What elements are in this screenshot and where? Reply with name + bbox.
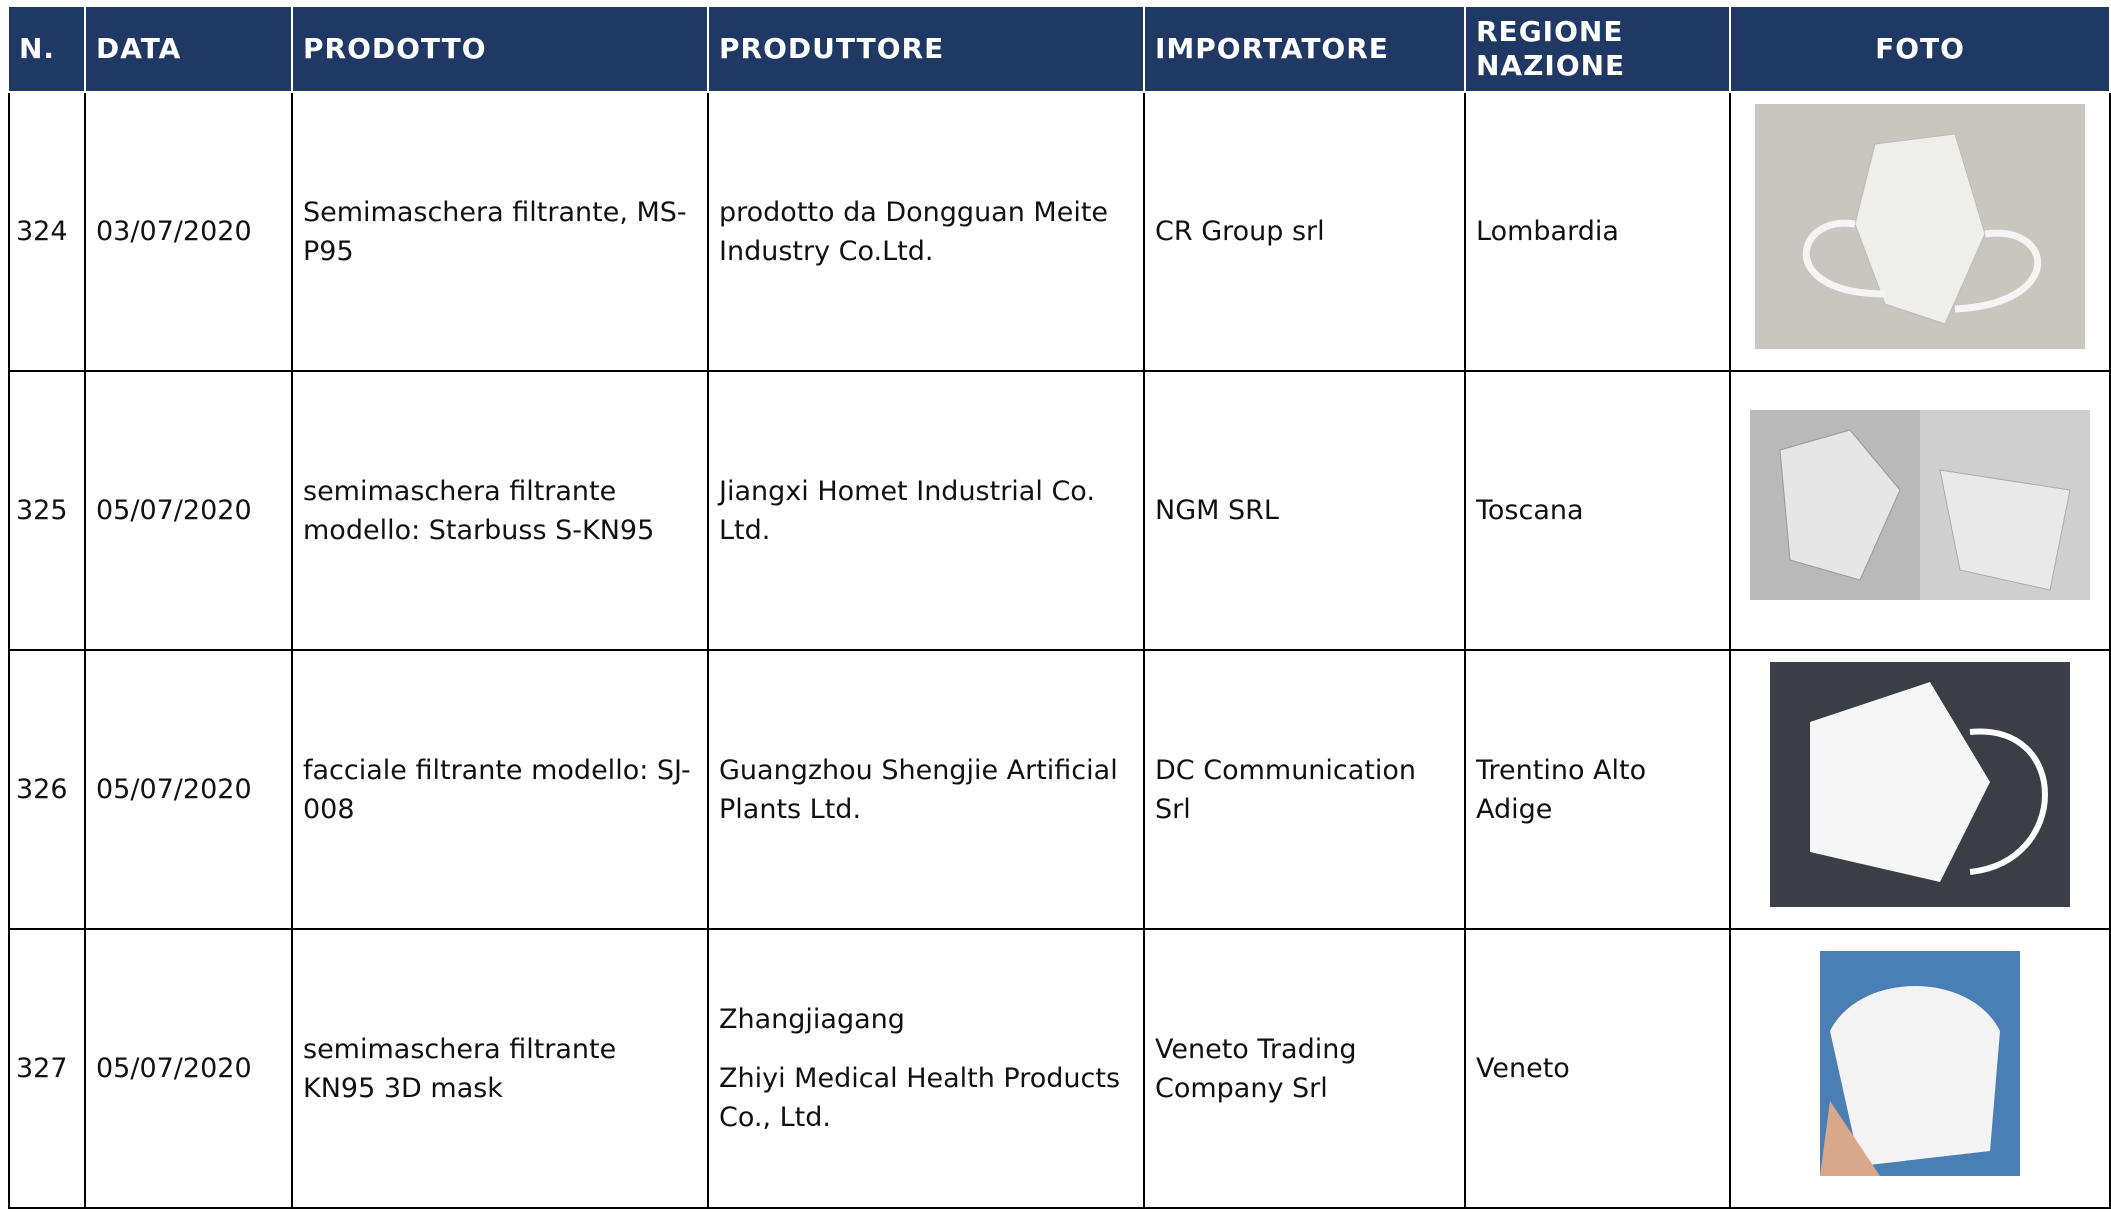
product: Semimaschera filtrante, MS-P95	[291, 91, 709, 372]
importer: NGM SRL	[1143, 370, 1466, 651]
mask-photo	[1820, 950, 2020, 1176]
photo-cell	[1729, 649, 2111, 930]
table-row: 326 05/07/2020 facciale filtrante modello:…	[8, 649, 2111, 930]
product: semimaschera filtrante KN95 3D mask	[291, 928, 709, 1209]
row-number: 327	[8, 928, 86, 1209]
column-header: PRODOTTO	[291, 7, 709, 93]
manufacturer-line: Zhiyi Medical Health Products Co., Ltd.	[719, 1063, 1121, 1133]
manufacturer-line: prodotto da Dongguan Meite Industry Co.L…	[719, 196, 1109, 267]
row-number: 325	[8, 370, 86, 651]
importer: Veneto Trading Company Srl	[1143, 928, 1466, 1209]
column-header: PRODUTTORE	[707, 7, 1145, 93]
manufacturer: Guangzhou Shengjie Artificial Plants Ltd…	[707, 649, 1145, 930]
manufacturer-line: Guangzhou Shengjie Artificial Plants Ltd…	[719, 754, 1118, 825]
product: semimaschera filtrante modello: Starbuss…	[291, 370, 709, 651]
column-header: REGIONE NAZIONE	[1464, 7, 1731, 93]
table-body: 324 03/07/2020 Semimaschera filtrante, MS-…	[8, 91, 2111, 1209]
table-row: 325 05/07/2020 semimaschera filtrante mode…	[8, 370, 2111, 651]
column-header: IMPORTATORE	[1143, 7, 1466, 93]
manufacturer-line: Zhangjiagang	[719, 1004, 905, 1035]
date: 03/07/2020	[84, 91, 293, 372]
row-number: 324	[8, 91, 86, 372]
header-line: REGIONE	[1476, 15, 1624, 48]
mask-table: N. DATA PRODOTTO PRODUTTORE IMPORTATORE REGIO…	[8, 7, 2111, 1209]
row-number: 326	[8, 649, 86, 930]
region: Toscana	[1464, 370, 1731, 651]
date: 05/07/2020	[84, 370, 293, 651]
manufacturer: Jiangxi Homet Industrial Co. Ltd.	[707, 370, 1145, 651]
table-row: 327 05/07/2020 semimaschera filtrante KN95…	[8, 928, 2111, 1209]
column-header: DATA	[84, 7, 293, 93]
column-header: FOTO	[1729, 7, 2111, 93]
region: Veneto	[1464, 928, 1731, 1209]
column-header: N.	[9, 7, 86, 93]
importer: CR Group srl	[1143, 91, 1466, 372]
photo-cell	[1729, 91, 2111, 372]
product: facciale filtrante modello: SJ-008	[291, 649, 709, 930]
manufacturer: prodotto da Dongguan Meite Industry Co.L…	[707, 91, 1145, 372]
importer: DC Communication Srl	[1143, 649, 1466, 930]
mask-photo	[1770, 661, 2070, 907]
manufacturer-line: Jiangxi Homet Industrial Co. Ltd.	[719, 475, 1095, 546]
mask-photo	[1750, 410, 2090, 600]
header-row: N. DATA PRODOTTO PRODUTTORE IMPORTATORE REGIO…	[9, 7, 2111, 93]
region: Lombardia	[1464, 91, 1731, 372]
manufacturer: Zhangjiagang Zhiyi Medical Health Product…	[707, 928, 1145, 1209]
photo-cell	[1729, 928, 2111, 1209]
table-row: 324 03/07/2020 Semimaschera filtrante, MS-…	[8, 91, 2111, 372]
header-line: NAZIONE	[1476, 49, 1626, 82]
region: Trentino Alto Adige	[1464, 649, 1731, 930]
date: 05/07/2020	[84, 928, 293, 1209]
date: 05/07/2020	[84, 649, 293, 930]
photo-cell	[1729, 370, 2111, 651]
mask-photo	[1755, 103, 2085, 349]
